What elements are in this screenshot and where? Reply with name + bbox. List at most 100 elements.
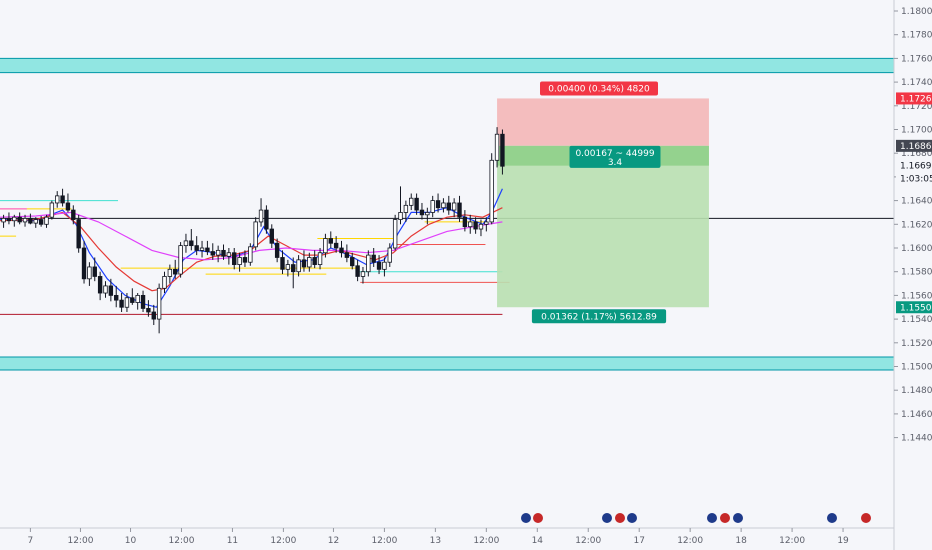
- candle-body: [435, 200, 441, 209]
- y-tick-label: 1.17400: [901, 78, 932, 88]
- candle-body: [178, 245, 183, 275]
- x-tick-label: 12: [328, 536, 339, 546]
- event-flag-icon[interactable]: [861, 513, 871, 523]
- event-flag-icon[interactable]: [602, 513, 612, 523]
- price-label-box: [896, 139, 932, 152]
- candle-body: [1, 217, 6, 223]
- candle-body: [473, 221, 478, 230]
- y-tick-label: 1.15000: [901, 363, 932, 373]
- candle-body: [92, 266, 97, 277]
- candle-body: [376, 261, 382, 270]
- candle-body: [60, 195, 65, 204]
- candle-body: [237, 257, 242, 265]
- event-flag-icon[interactable]: [827, 513, 837, 523]
- event-flag-icon[interactable]: [707, 513, 717, 523]
- candle-body: [183, 240, 189, 247]
- candle-body: [274, 242, 280, 258]
- candle-body: [173, 268, 178, 275]
- candle-body: [387, 247, 392, 263]
- candle-body: [189, 240, 194, 247]
- candle-body: [258, 209, 264, 223]
- candle-body: [430, 200, 435, 213]
- event-flag-icon[interactable]: [627, 513, 637, 523]
- x-tick-label: 12:00: [677, 536, 703, 546]
- y-tick-label: 1.14400: [901, 434, 932, 444]
- x-tick-label: 12:00: [779, 536, 805, 546]
- candle-body: [425, 212, 430, 216]
- candle-body: [167, 268, 173, 277]
- candle-body: [371, 254, 376, 263]
- price-label-box: [896, 172, 932, 185]
- y-tick-label: 1.17000: [901, 126, 932, 136]
- stop-label-box: [540, 81, 659, 96]
- candle-body: [366, 254, 371, 273]
- candle-body: [44, 216, 49, 225]
- candle-body: [38, 219, 44, 225]
- candle-body: [248, 246, 253, 263]
- candle-body: [205, 247, 210, 252]
- candle-body: [462, 216, 468, 228]
- candle-body: [451, 202, 457, 211]
- candle-body: [441, 202, 446, 209]
- candle-body: [301, 259, 307, 268]
- price-label: 1:03:05: [900, 175, 932, 185]
- event-flag-icon[interactable]: [521, 513, 531, 523]
- center-label-line2: 3.4: [608, 158, 623, 168]
- moving-average-line: [0, 207, 503, 292]
- x-tick-label: 14: [532, 536, 544, 546]
- candle-body: [414, 197, 419, 211]
- price-label-box: [896, 301, 932, 314]
- y-tick-label: 1.15400: [901, 315, 932, 325]
- event-flag-icon[interactable]: [533, 513, 543, 523]
- candle-body: [360, 271, 366, 277]
- candle-body: [291, 264, 296, 273]
- event-flag-icon[interactable]: [615, 513, 625, 523]
- candle-body: [328, 238, 333, 244]
- candle-body: [103, 285, 108, 294]
- economic-events[interactable]: [521, 513, 871, 523]
- event-flag-icon[interactable]: [720, 513, 730, 523]
- candle-body: [114, 294, 119, 301]
- candle-body: [285, 264, 291, 270]
- candle-body: [484, 221, 489, 225]
- x-tick-label: 17: [633, 536, 644, 546]
- y-tick-label: 1.15800: [901, 268, 932, 278]
- candle-body: [344, 252, 350, 258]
- candle-body: [307, 257, 312, 268]
- event-flag-icon[interactable]: [733, 513, 743, 523]
- y-tick-label: 1.16200: [901, 220, 932, 230]
- candle-body: [446, 202, 451, 211]
- stop-zone[interactable]: [497, 98, 709, 146]
- candle-body: [6, 217, 12, 222]
- x-tick-label: 12:00: [473, 536, 499, 546]
- candle-body: [210, 251, 215, 256]
- candle-body: [87, 266, 92, 280]
- y-tick-label: 1.16000: [901, 244, 932, 254]
- support-resistance-zones: [0, 57, 894, 371]
- price-label: 1.16695: [900, 162, 932, 172]
- price-axis[interactable]: 1.18000 1.17800 1.17600 1.17400 1.17200 1.170…: [894, 7, 932, 444]
- candle-body: [242, 257, 248, 263]
- candle-body: [81, 247, 87, 280]
- candle-body: [119, 299, 124, 308]
- candle-body: [350, 257, 355, 267]
- short-position-tool[interactable]: 0.00400 (0.34%) 4820 0.01362 (1.17%) 5612…: [497, 81, 709, 324]
- target-label-box: [531, 309, 667, 324]
- target-zone[interactable]: [497, 145, 709, 308]
- x-tick-label: 12:00: [67, 536, 93, 546]
- candle-body: [382, 261, 387, 270]
- candle-body: [312, 257, 317, 265]
- candle-body: [323, 238, 328, 254]
- y-tick-label: 1.17200: [901, 102, 932, 112]
- price-label-box: [896, 159, 932, 172]
- candle-body: [403, 204, 409, 213]
- x-tick-label: 12:00: [169, 536, 195, 546]
- y-tick-label: 1.15200: [901, 339, 932, 349]
- time-axis[interactable]: 7 12:00 10 12:00 11 12:00 12 12:00 13 12:00 14 12:0…: [28, 528, 850, 546]
- candle-body: [194, 245, 199, 251]
- candle-body: [124, 297, 130, 308]
- candle-body: [494, 133, 500, 161]
- candle-body: [468, 221, 473, 228]
